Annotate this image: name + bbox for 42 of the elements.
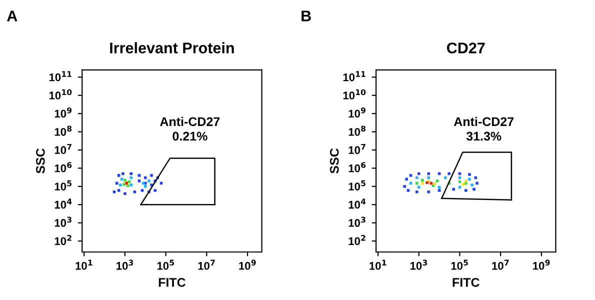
x-tick-label: 10$^{1}$ <box>76 260 92 270</box>
x-tick-label: 10$^{9}$ <box>239 260 256 270</box>
x-tick-label: 10$^{5}$ <box>157 260 174 270</box>
y-tick-label: 10$^{11}$ <box>49 71 72 82</box>
y-tick-label: 10$^{7}$ <box>348 144 366 154</box>
x-tick-label: 10$^{3}$ <box>410 260 428 270</box>
y-tick-label: 10$^{4}$ <box>348 198 366 209</box>
y-tick-label: 10$^{6}$ <box>348 162 366 172</box>
y-tick-label: 10$^{9}$ <box>54 107 72 118</box>
chart-title: Irrelevant Protein <box>110 42 234 54</box>
x-axis-title: FITC <box>452 278 480 287</box>
y-tick-label: 10$^{9}$ <box>348 107 366 118</box>
y-tick-label: 10$^{5}$ <box>54 180 72 190</box>
x-tick-label: 10$^{7}$ <box>492 260 509 270</box>
text: A <box>7 10 18 22</box>
x-axis-title: FITC <box>158 278 186 287</box>
x-tick-label: 10$^{5}$ <box>451 260 468 270</box>
y-tick-label: 10$^{7}$ <box>54 144 72 154</box>
y-tick-label: 10$^{10}$ <box>343 89 366 100</box>
annotation: Anti-CD27 <box>160 116 220 126</box>
y-tick-label: 10$^{3}$ <box>348 216 366 227</box>
y-tick-label: 10$^{5}$ <box>348 180 366 190</box>
x-tick-label: 10$^{1}$ <box>370 260 386 270</box>
annotation: 0.21% <box>172 132 208 141</box>
y-axis-title: SSC <box>36 148 45 174</box>
x-tick-label: 10$^{7}$ <box>198 260 215 270</box>
y-tick-label: 10$^{6}$ <box>54 162 72 172</box>
x-tick-label: 10$^{3}$ <box>116 260 134 270</box>
y-tick-label: 10$^{11}$ <box>343 71 366 82</box>
y-tick-label: 10$^{10}$ <box>49 89 72 100</box>
y-tick-label: 10$^{8}$ <box>54 126 72 136</box>
annotation: Anti-CD27 <box>454 116 514 126</box>
x-tick-label: 10$^{9}$ <box>533 260 550 270</box>
annotation: 31.3% <box>466 132 502 141</box>
y-axis-title: SSC <box>330 148 339 174</box>
y-tick-label: 10$^{4}$ <box>54 198 72 209</box>
y-tick-label: 10$^{3}$ <box>54 216 72 227</box>
y-tick-label: 10$^{2}$ <box>348 234 366 246</box>
chart-title: CD27 <box>446 42 485 54</box>
y-tick-label: 10$^{8}$ <box>348 126 366 136</box>
y-tick-label: 10$^{2}$ <box>54 234 72 246</box>
text: B <box>302 10 311 22</box>
